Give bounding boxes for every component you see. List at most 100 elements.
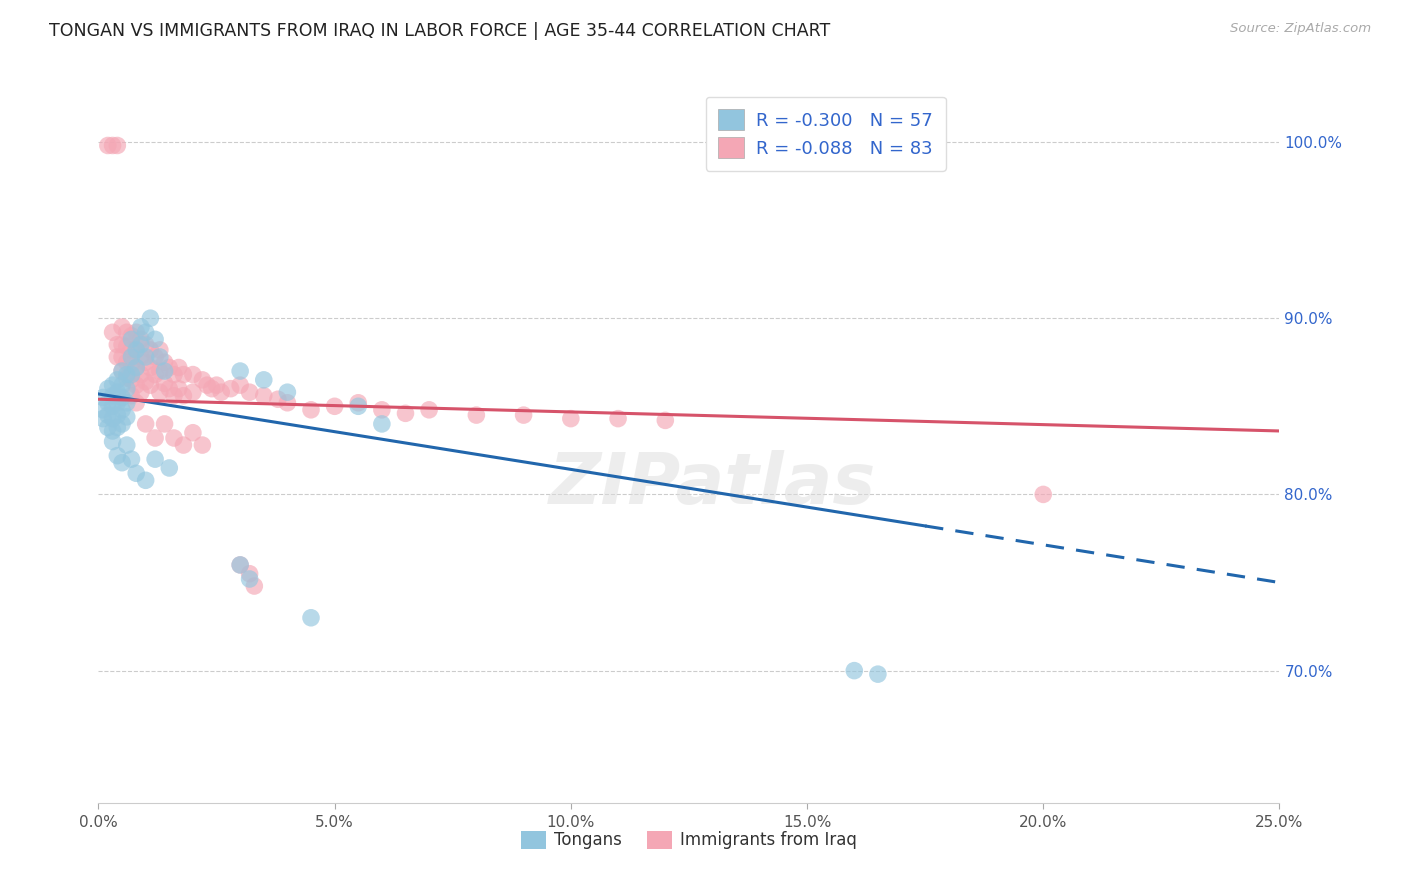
Point bbox=[121, 350, 143, 364]
Point bbox=[97, 396, 120, 410]
Point bbox=[143, 332, 166, 346]
Point bbox=[129, 350, 152, 364]
Point bbox=[121, 332, 143, 346]
Point bbox=[101, 424, 124, 438]
Point bbox=[267, 392, 290, 407]
Point bbox=[157, 461, 180, 475]
Point bbox=[205, 378, 228, 392]
Point bbox=[253, 373, 276, 387]
Point bbox=[229, 378, 252, 392]
Point bbox=[139, 311, 162, 326]
Point bbox=[105, 396, 128, 410]
Point bbox=[153, 355, 176, 369]
Point bbox=[125, 360, 148, 375]
Point bbox=[129, 332, 152, 346]
Point bbox=[111, 364, 134, 378]
Point bbox=[125, 467, 148, 481]
Point bbox=[125, 343, 148, 357]
Point bbox=[135, 326, 157, 340]
Point bbox=[115, 355, 138, 369]
Point bbox=[97, 382, 120, 396]
Point bbox=[115, 438, 138, 452]
Point bbox=[512, 408, 534, 422]
Point bbox=[157, 360, 180, 375]
Point bbox=[299, 611, 322, 625]
Point bbox=[115, 409, 138, 424]
Point bbox=[115, 368, 138, 382]
Point bbox=[105, 449, 128, 463]
Point bbox=[654, 413, 676, 427]
Point bbox=[191, 438, 214, 452]
Point bbox=[143, 350, 166, 364]
Point bbox=[219, 382, 242, 396]
Point bbox=[121, 389, 143, 403]
Point bbox=[97, 138, 120, 153]
Point bbox=[91, 402, 114, 417]
Point bbox=[105, 420, 128, 434]
Point bbox=[129, 337, 152, 351]
Point bbox=[135, 473, 157, 487]
Point bbox=[153, 376, 176, 391]
Point bbox=[135, 337, 157, 351]
Point bbox=[135, 355, 157, 369]
Point bbox=[167, 360, 190, 375]
Point bbox=[111, 391, 134, 405]
Point bbox=[125, 326, 148, 340]
Point bbox=[243, 579, 266, 593]
Point bbox=[121, 357, 143, 371]
Point bbox=[201, 382, 224, 396]
Point bbox=[91, 411, 114, 425]
Point bbox=[394, 406, 416, 420]
Point bbox=[153, 417, 176, 431]
Point bbox=[101, 399, 124, 413]
Point bbox=[135, 350, 157, 364]
Point bbox=[121, 343, 143, 357]
Point bbox=[115, 396, 138, 410]
Point bbox=[465, 408, 488, 422]
Point bbox=[135, 375, 157, 389]
Point bbox=[101, 389, 124, 403]
Point bbox=[101, 434, 124, 449]
Point bbox=[115, 371, 138, 385]
Point bbox=[111, 456, 134, 470]
Point bbox=[276, 385, 298, 400]
Point bbox=[129, 385, 152, 400]
Point bbox=[111, 337, 134, 351]
Point bbox=[121, 328, 143, 343]
Point bbox=[115, 326, 138, 340]
Point bbox=[229, 558, 252, 572]
Point bbox=[105, 350, 128, 364]
Point bbox=[111, 320, 134, 334]
Point bbox=[239, 572, 262, 586]
Point bbox=[191, 373, 214, 387]
Point bbox=[149, 350, 172, 364]
Point bbox=[125, 378, 148, 392]
Point bbox=[105, 138, 128, 153]
Point bbox=[143, 368, 166, 382]
Point bbox=[371, 417, 394, 431]
Point bbox=[844, 664, 866, 678]
Point bbox=[149, 385, 172, 400]
Point bbox=[163, 431, 186, 445]
Point bbox=[209, 385, 232, 400]
Point bbox=[157, 382, 180, 396]
Point bbox=[560, 411, 582, 425]
Point bbox=[105, 408, 128, 422]
Point bbox=[299, 402, 322, 417]
Point bbox=[121, 368, 143, 382]
Point bbox=[229, 558, 252, 572]
Point bbox=[143, 431, 166, 445]
Point bbox=[91, 391, 114, 405]
Point bbox=[129, 320, 152, 334]
Point bbox=[97, 420, 120, 434]
Point bbox=[115, 382, 138, 396]
Point bbox=[172, 438, 194, 452]
Point bbox=[229, 364, 252, 378]
Point bbox=[139, 360, 162, 375]
Point bbox=[195, 378, 218, 392]
Point bbox=[181, 385, 204, 400]
Point bbox=[111, 402, 134, 417]
Point bbox=[371, 402, 394, 417]
Point bbox=[181, 425, 204, 440]
Point bbox=[105, 373, 128, 387]
